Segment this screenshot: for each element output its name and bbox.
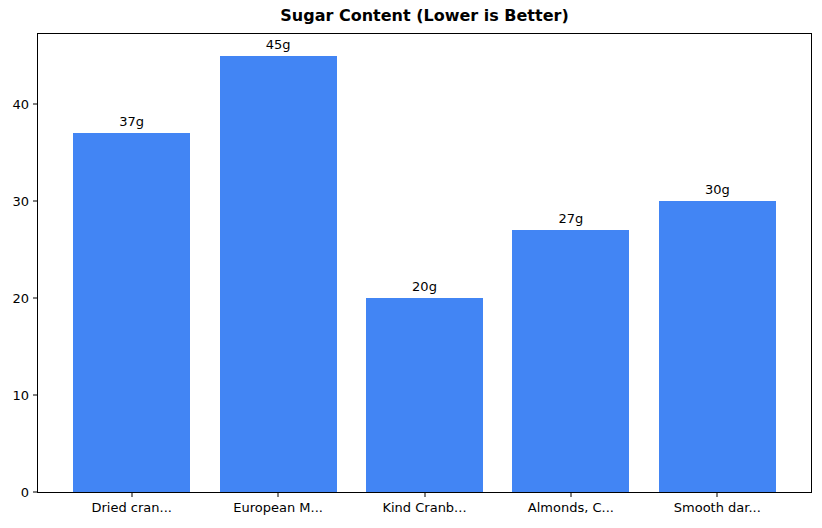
x-axis-tick (570, 492, 571, 497)
y-axis-tick (33, 201, 38, 202)
y-axis-tick (33, 492, 38, 493)
bar (512, 230, 629, 492)
bar-value-label: 30g (705, 182, 730, 197)
figure: Sugar Content (Lower is Better) 37gDried… (0, 0, 822, 528)
y-axis-tick-label: 10 (12, 388, 29, 403)
bar (73, 133, 190, 492)
x-axis-tick (131, 492, 132, 497)
x-axis-tick-label: Almonds, C... (528, 500, 614, 515)
x-axis-tick-label: European M... (233, 500, 323, 515)
x-axis-tick (424, 492, 425, 497)
x-axis-tick-label: Kind Cranb... (382, 500, 466, 515)
chart-title: Sugar Content (Lower is Better) (37, 6, 812, 25)
x-axis-tick-label: Smooth dar... (674, 500, 761, 515)
bar (659, 201, 776, 492)
bar (220, 56, 337, 492)
y-axis-tick-label: 30 (12, 194, 29, 209)
y-axis-tick-label: 20 (12, 291, 29, 306)
x-axis-tick (278, 492, 279, 497)
y-axis-tick-label: 0 (21, 485, 29, 500)
bar-value-label: 45g (266, 37, 291, 52)
y-axis-tick-label: 40 (12, 97, 29, 112)
y-axis-tick (33, 395, 38, 396)
bar (366, 298, 483, 492)
y-axis-tick (33, 104, 38, 105)
plot-area: 37gDried cran...45gEuropean M...20gKind … (37, 33, 812, 493)
bar-value-label: 37g (119, 114, 144, 129)
x-axis-tick (717, 492, 718, 497)
bar-value-label: 27g (558, 211, 583, 226)
y-axis-tick (33, 298, 38, 299)
x-axis-tick-label: Dried cran... (91, 500, 171, 515)
bar-value-label: 20g (412, 279, 437, 294)
